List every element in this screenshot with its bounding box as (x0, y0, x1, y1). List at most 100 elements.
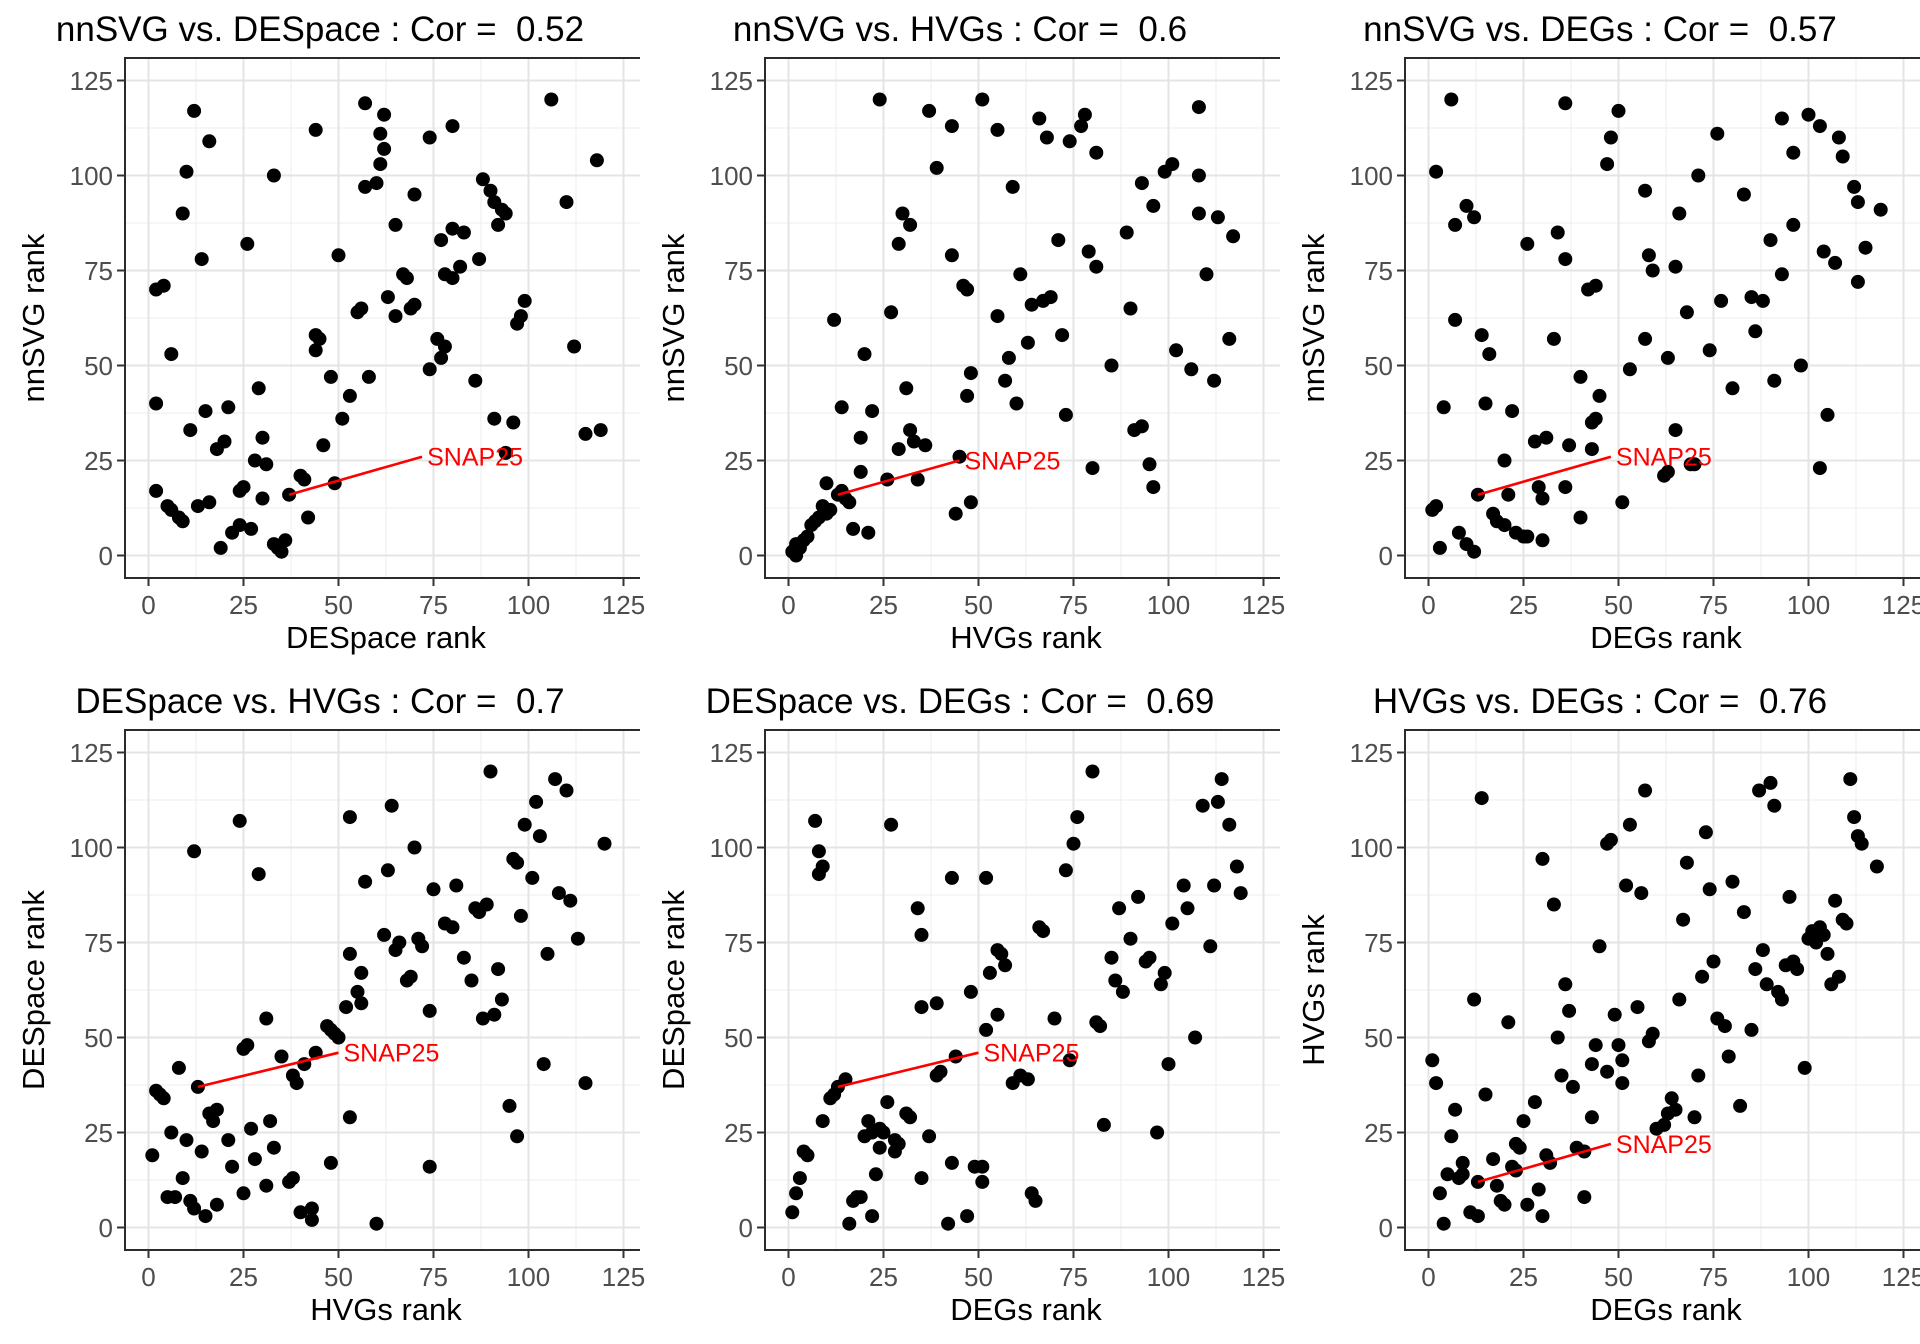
x-tick-label: 75 (419, 590, 448, 620)
data-point (815, 859, 830, 874)
data-point (1641, 248, 1656, 263)
data-point (202, 134, 217, 149)
data-point (1474, 791, 1489, 806)
data-point (1831, 130, 1846, 145)
data-point (1797, 1060, 1812, 1075)
data-point (1562, 438, 1577, 453)
panel-border (124, 729, 640, 1251)
data-point (479, 897, 494, 912)
data-point (1577, 1190, 1592, 1205)
data-point (785, 1205, 800, 1220)
data-point (1660, 350, 1675, 365)
data-point (846, 521, 861, 536)
data-point (498, 206, 513, 221)
y-tick-label: 100 (69, 832, 113, 863)
data-point (510, 855, 525, 870)
y-tick-label: 0 (1378, 1212, 1393, 1243)
snap25-annotation-label: SNAP25 (1616, 444, 1712, 472)
data-point (1429, 1076, 1444, 1091)
x-tick-label: 0 (141, 1262, 156, 1292)
data-point (593, 423, 608, 438)
data-point (483, 764, 498, 779)
data-point (982, 965, 997, 980)
data-point (1786, 145, 1801, 160)
data-point (1455, 1155, 1470, 1170)
data-point (1436, 400, 1451, 415)
data-point (1188, 1030, 1203, 1045)
data-point (456, 950, 471, 965)
data-point (1698, 825, 1713, 840)
data-point (1527, 434, 1542, 449)
data-point (1828, 255, 1843, 270)
data-point (1535, 491, 1550, 506)
data-point (1001, 350, 1016, 365)
data-point (350, 984, 365, 999)
data-point (891, 442, 906, 457)
data-point (1043, 290, 1058, 305)
data-point (255, 430, 270, 445)
panel-border (764, 57, 1280, 579)
data-point (990, 122, 1005, 137)
data-point (979, 870, 994, 885)
data-point (1501, 487, 1516, 502)
data-point (342, 1110, 357, 1125)
snap25-annotation-line (197, 1051, 339, 1089)
data-point (1630, 1000, 1645, 1015)
data-point (1505, 404, 1520, 419)
plot-panel-svg: SNAP25 (117, 57, 640, 586)
x-tick-label: 0 (1421, 590, 1436, 620)
data-point (1535, 533, 1550, 548)
y-tick-label: 100 (709, 160, 753, 191)
data-point (1451, 525, 1466, 540)
data-point (354, 301, 369, 316)
data-point (308, 122, 323, 137)
data-point (827, 312, 842, 327)
data-point (308, 343, 323, 358)
data-point (1600, 1064, 1615, 1079)
data-point (331, 248, 346, 263)
y-tick-label: 125 (69, 65, 113, 96)
data-point (502, 1098, 517, 1113)
plot-panel-svg: SNAP25 (1397, 729, 1920, 1258)
data-point (513, 309, 528, 324)
data-point (1607, 1007, 1622, 1022)
y-tick-label: 50 (724, 1022, 753, 1053)
data-point (175, 1171, 190, 1186)
data-point (244, 521, 259, 536)
data-point (1520, 236, 1535, 251)
data-point (1066, 836, 1081, 851)
data-point (1657, 1117, 1672, 1132)
data-point (285, 1171, 300, 1186)
x-axis-label: DESpace rank (286, 620, 486, 655)
data-point (1199, 267, 1214, 282)
x-tick-label: 100 (1146, 590, 1191, 620)
y-tick-label: 25 (84, 445, 113, 476)
data-point (1600, 157, 1615, 172)
data-point (240, 236, 255, 251)
x-tick-label: 0 (141, 590, 156, 620)
data-point (1744, 290, 1759, 305)
data-point (1444, 1129, 1459, 1144)
y-tick-label: 25 (724, 445, 753, 476)
data-point (190, 1079, 205, 1094)
plot-panel-svg: SNAP25 (117, 729, 640, 1258)
data-point (1486, 1152, 1501, 1167)
x-tick-label: 100 (1786, 1262, 1831, 1292)
data-point (1687, 1110, 1702, 1125)
data-point (1702, 882, 1717, 897)
data-point (449, 878, 464, 893)
data-point (1429, 164, 1444, 179)
data-point (998, 958, 1013, 973)
data-point (335, 411, 350, 426)
data-point (861, 525, 876, 540)
data-point (513, 908, 528, 923)
data-point (979, 1022, 994, 1037)
data-point (963, 366, 978, 381)
snap25-annotation-line (1477, 455, 1612, 496)
data-point (491, 962, 506, 977)
data-point (240, 1038, 255, 1053)
data-point (1820, 946, 1835, 961)
data-point (1573, 510, 1588, 525)
data-point (1157, 965, 1172, 980)
panel-border (1404, 729, 1920, 1251)
